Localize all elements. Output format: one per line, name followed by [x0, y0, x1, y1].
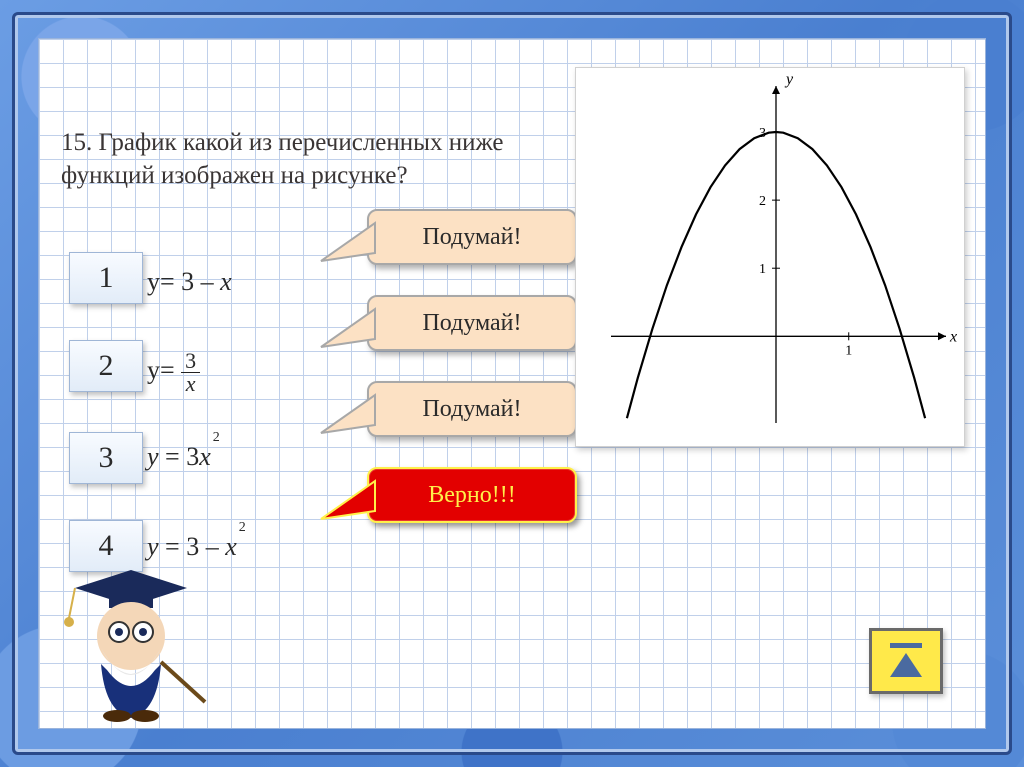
feedback-bubble-think-1: Подумай! [367, 209, 577, 265]
up-triangle-icon [884, 639, 928, 683]
answer-number: 3 [99, 441, 114, 475]
feedback-bubble-think-2: Подумай! [367, 295, 577, 351]
nav-up-button[interactable] [869, 628, 943, 694]
svg-text:1: 1 [845, 343, 852, 358]
question-text: 15. График какой из перечисленных ниже ф… [61, 127, 571, 192]
mascot-professor [45, 552, 215, 722]
formula-3: y = 3x2 [147, 442, 218, 472]
svg-text:x: x [949, 328, 957, 345]
formula-2: y= 3x [147, 350, 200, 395]
feedback-text: Подумай! [422, 310, 521, 337]
answer-button-3[interactable]: 3 [69, 432, 143, 484]
answer-number: 1 [99, 261, 114, 295]
svg-text:1: 1 [759, 262, 766, 277]
feedback-text: Верно!!! [428, 482, 515, 509]
feedback-bubble-think-3: Подумай! [367, 381, 577, 437]
answer-number: 2 [99, 349, 114, 383]
feedback-bubble-correct: Верно!!! [367, 467, 577, 523]
formula-1: y= 3 – x [147, 267, 232, 297]
slide-frame: 15. График какой из перечисленных ниже ф… [12, 12, 1012, 755]
parabola-chart: xy1231 [575, 67, 965, 447]
answer-button-2[interactable]: 2 [69, 340, 143, 392]
grid-panel: 15. График какой из перечисленных ниже ф… [39, 39, 985, 728]
svg-text:y: y [784, 71, 794, 88]
feedback-text: Подумай! [422, 224, 521, 251]
answer-button-1[interactable]: 1 [69, 252, 143, 304]
svg-text:2: 2 [759, 194, 766, 209]
feedback-text: Подумай! [422, 396, 521, 423]
